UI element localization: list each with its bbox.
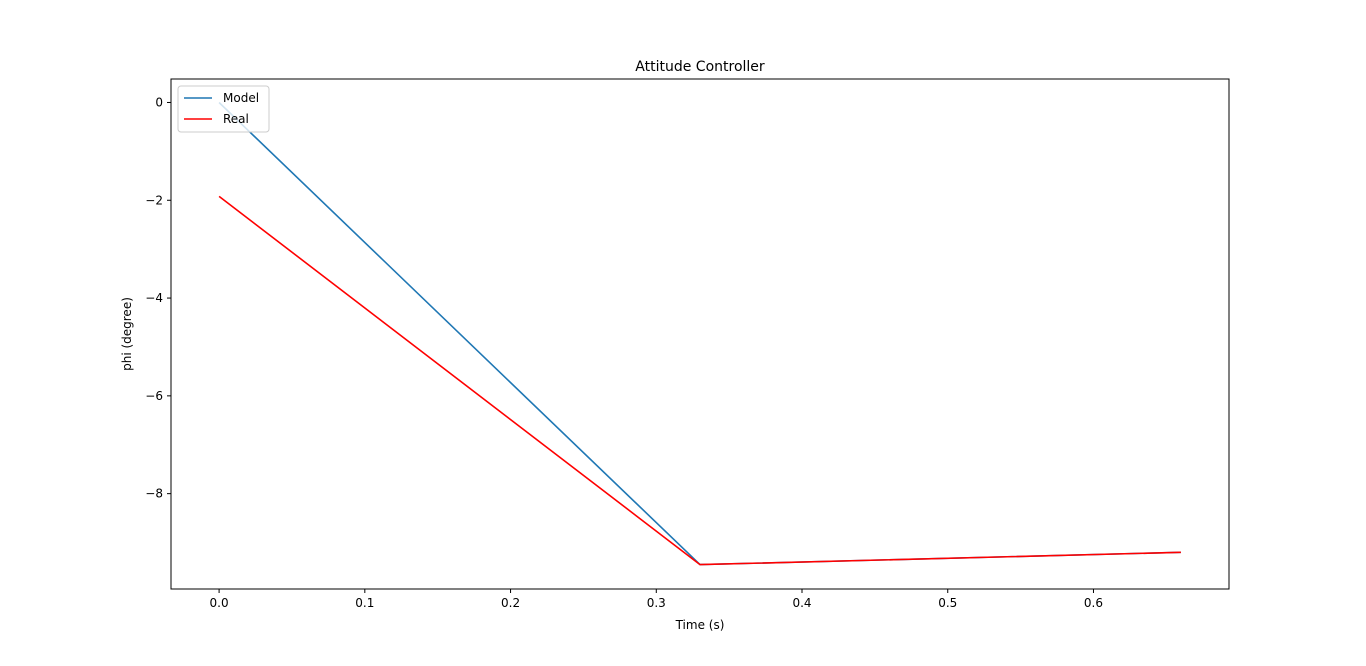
x-tick-label: 0.3 [647,596,666,610]
y-tick-label: 0 [155,95,163,109]
legend-label-real: Real [223,112,249,126]
y-axis: 0 −2 −4 −6 −8 [145,95,171,501]
y-tick-label: −8 [145,487,163,501]
y-tick-label: −6 [145,389,163,403]
x-axis-label: Time (s) [675,618,725,632]
x-tick-label: 0.2 [501,596,520,610]
series-line-real [218,195,1181,566]
x-tick-label: 0.0 [210,596,229,610]
plot-area [170,78,1230,590]
x-tick-label: 0.4 [792,596,811,610]
series-layer [218,101,1181,566]
legend-label-model: Model [223,91,259,105]
x-tick-label: 0.1 [355,596,374,610]
chart-title: Attitude Controller [635,59,765,75]
plot-background [171,79,1229,589]
plot-frame [170,78,1230,590]
x-tick-label: 0.6 [1084,596,1103,610]
x-tick-label: 0.5 [938,596,957,610]
y-tick-label: −4 [145,291,163,305]
x-axis: 0.0 0.1 0.2 0.3 0.4 0.5 0.6 [210,589,1103,610]
legend: Model Real [177,85,270,133]
y-tick-label: −2 [145,193,163,207]
y-axis-label: phi (degree) [120,297,134,371]
